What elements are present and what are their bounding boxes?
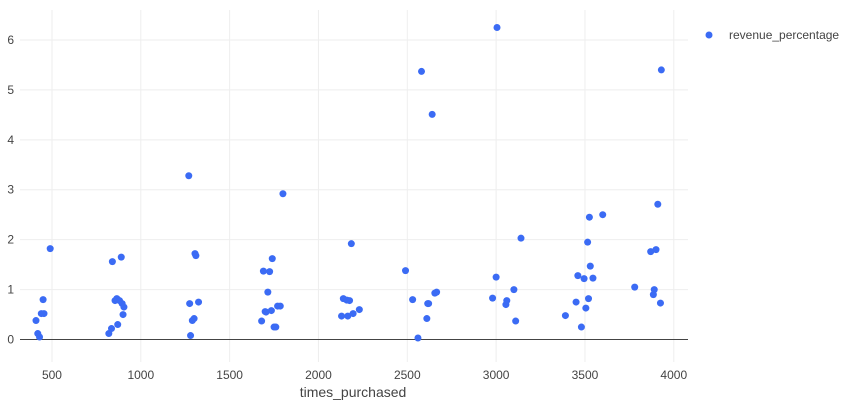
data-point[interactable] (355, 306, 363, 314)
data-point[interactable] (190, 315, 198, 323)
x-tick-label: 2500 (394, 368, 421, 382)
data-point[interactable] (647, 248, 655, 256)
data-point[interactable] (428, 110, 436, 118)
data-point[interactable] (107, 325, 115, 333)
legend[interactable]: revenue_percentage (705, 28, 840, 42)
data-point[interactable] (349, 310, 357, 318)
x-tick-label: 1000 (127, 368, 154, 382)
data-point[interactable] (266, 268, 274, 276)
x-tick-label: 2000 (305, 368, 332, 382)
data-point[interactable] (40, 310, 48, 318)
x-tick-label: 3500 (572, 368, 599, 382)
data-point[interactable] (418, 67, 426, 75)
y-tick-label: 3 (7, 183, 14, 197)
grid-layer (20, 10, 688, 362)
data-point[interactable] (652, 246, 660, 254)
data-point[interactable] (258, 317, 266, 325)
data-point[interactable] (117, 253, 125, 261)
data-point[interactable] (344, 312, 352, 320)
x-tick-label: 1500 (216, 368, 243, 382)
data-point[interactable] (657, 66, 665, 74)
data-point[interactable] (264, 288, 272, 296)
x-tick-label: 500 (42, 368, 62, 382)
data-point[interactable] (517, 234, 525, 242)
x-tick-label: 4000 (660, 368, 687, 382)
data-point[interactable] (187, 332, 195, 340)
data-point[interactable] (192, 252, 200, 260)
data-point[interactable] (631, 283, 639, 291)
data-point[interactable] (656, 299, 664, 307)
data-point[interactable] (492, 273, 500, 281)
data-point[interactable] (36, 333, 44, 341)
data-point[interactable] (259, 267, 267, 275)
data-point[interactable] (414, 334, 422, 342)
data-point[interactable] (279, 190, 287, 198)
data-point[interactable] (582, 304, 590, 312)
data-point[interactable] (493, 23, 501, 31)
data-point[interactable] (409, 296, 417, 304)
data-point[interactable] (572, 298, 580, 306)
data-point[interactable] (186, 300, 194, 308)
data-point[interactable] (46, 245, 54, 253)
x-tick-label: 3000 (483, 368, 510, 382)
data-point[interactable] (650, 286, 658, 294)
legend-marker (705, 31, 713, 39)
data-point[interactable] (268, 255, 276, 263)
data-point[interactable] (599, 211, 607, 219)
y-tick-label: 1 (7, 283, 14, 297)
y-tick-label: 4 (7, 133, 14, 147)
data-point[interactable] (185, 172, 193, 180)
data-point[interactable] (586, 262, 594, 270)
data-point[interactable] (262, 308, 270, 316)
data-point[interactable] (402, 267, 410, 275)
data-point[interactable] (195, 298, 203, 306)
data-point[interactable] (584, 238, 592, 246)
data-point[interactable] (423, 315, 431, 323)
data-point[interactable] (589, 274, 597, 282)
data-point[interactable] (114, 321, 122, 329)
data-points[interactable] (32, 23, 665, 342)
data-point[interactable] (267, 307, 275, 315)
legend-label: revenue_percentage (729, 28, 839, 42)
data-point[interactable] (580, 275, 588, 283)
x-axis-ticks: 500 1000 1500 2000 2500 3000 3500 4000 (42, 368, 687, 382)
data-point[interactable] (425, 300, 433, 308)
data-point[interactable] (585, 213, 593, 221)
data-point[interactable] (654, 200, 662, 208)
y-tick-label: 0 (7, 333, 14, 347)
y-tick-label: 5 (7, 83, 14, 97)
y-axis-ticks: 0 1 2 3 4 5 6 (7, 33, 14, 347)
data-point[interactable] (120, 303, 128, 311)
data-point[interactable] (577, 323, 585, 331)
x-axis-title: times_purchased (300, 384, 407, 400)
data-point[interactable] (272, 323, 280, 331)
data-point[interactable] (512, 317, 520, 325)
data-point[interactable] (347, 240, 355, 248)
y-tick-label: 2 (7, 233, 14, 247)
data-point[interactable] (433, 288, 441, 296)
data-point[interactable] (574, 272, 582, 280)
data-point[interactable] (119, 311, 127, 319)
data-point[interactable] (489, 294, 497, 302)
y-tick-label: 6 (7, 33, 14, 47)
data-point[interactable] (32, 317, 40, 325)
data-point[interactable] (503, 297, 511, 305)
data-point[interactable] (510, 286, 518, 294)
data-point[interactable] (108, 258, 116, 266)
data-point[interactable] (39, 296, 47, 304)
data-point[interactable] (585, 295, 593, 303)
data-point[interactable] (338, 312, 346, 320)
data-point[interactable] (561, 312, 569, 320)
data-point[interactable] (346, 297, 354, 305)
data-point[interactable] (276, 302, 284, 310)
